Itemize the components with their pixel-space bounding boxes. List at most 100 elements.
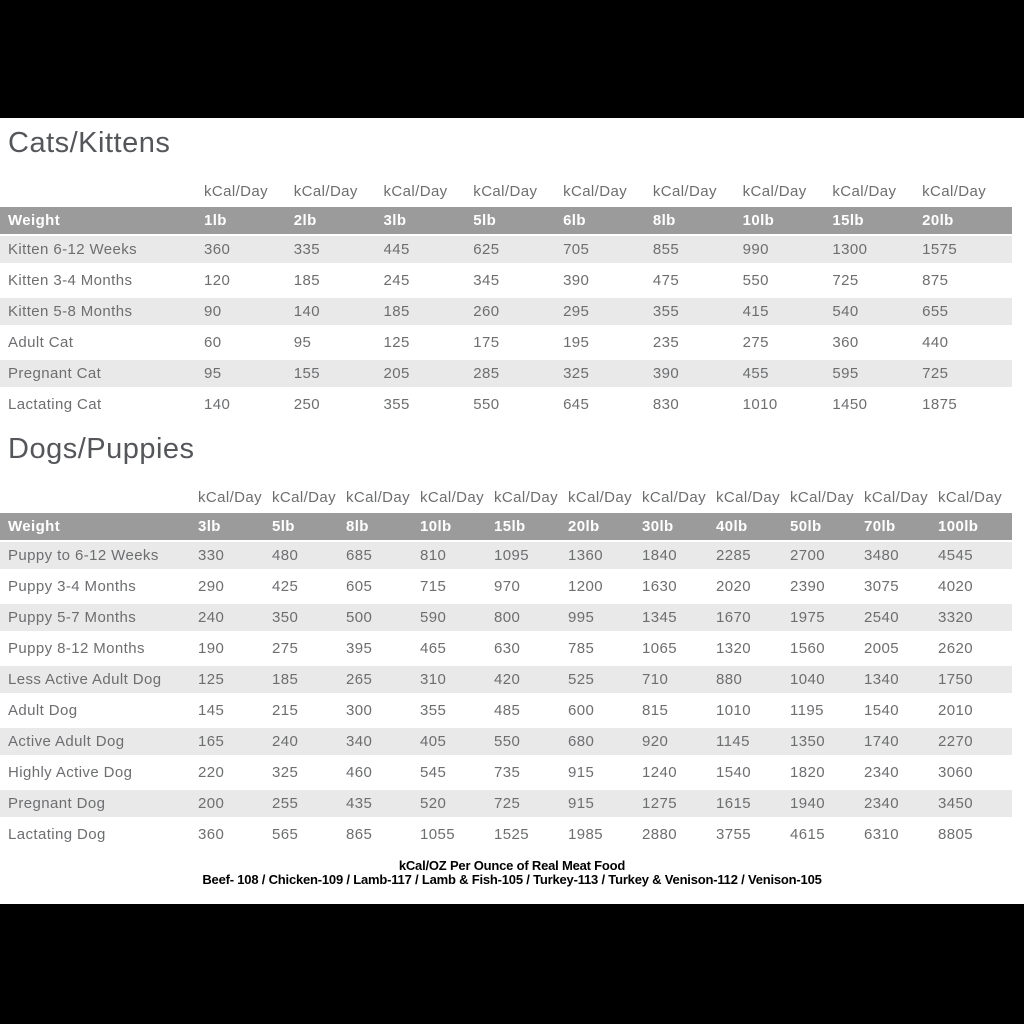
kcal-value-cell: 600: [568, 695, 642, 728]
feeding-guide-page: Cats/Kittens kCal/Day kCal/Day kCal/Day kCa…: [0, 118, 1024, 904]
kcal-value-cell: 1010: [716, 695, 790, 728]
kcal-value-cell: 355: [652, 296, 743, 329]
kcal-value-cell: 1840: [642, 541, 716, 573]
weight-column-header: 15lb: [494, 513, 568, 542]
kcal-value-cell: 120: [204, 265, 294, 298]
kcal-value-cell: 465: [420, 633, 494, 666]
kcal-value-cell: 550: [473, 389, 564, 422]
kcal-value-cell: 1740: [864, 726, 938, 759]
kcal-value-cell: 625: [473, 235, 564, 267]
kcal-value-cell: 1820: [790, 757, 864, 790]
kcal-value-cell: 1525: [494, 819, 568, 852]
kcal-value-cell: 800: [494, 602, 568, 635]
kcal-value-cell: 3755: [716, 819, 790, 852]
kcal-value-cell: 250: [293, 389, 384, 422]
kcal-value-cell: 875: [922, 265, 1012, 298]
row-label: Adult Cat: [0, 327, 204, 360]
kcal-per-day-header: kCal/Day: [922, 183, 987, 200]
footer-protein-kcal-list: Beef- 108 / Chicken-109 / Lamb-117 / Lam…: [202, 872, 822, 887]
kcal-per-day-header-row: kCal/Day kCal/Day kCal/Day kCal/Day kCal/Day…: [0, 180, 1012, 207]
table-row: Puppy to 6-12 Weeks 330 480 685 810 1095 1360 1…: [0, 541, 1012, 573]
kcal-value-cell: 140: [293, 296, 384, 329]
kcal-value-cell: 995: [568, 602, 642, 635]
kcal-value-cell: 445: [383, 235, 474, 267]
kcal-value-cell: 265: [346, 664, 420, 697]
weight-column-header: 1lb: [204, 207, 294, 236]
kcal-value-cell: 685: [346, 541, 420, 573]
kcal-value-cell: 165: [198, 726, 272, 759]
kcal-value-cell: 4615: [790, 819, 864, 852]
table-row: Pregnant Dog 200 255 435 520 725 915 1275 1615 19…: [0, 788, 1012, 821]
table-row: Lactating Dog 360 565 865 1055 1525 1985 2880 37…: [0, 819, 1012, 852]
kcal-value-cell: 235: [652, 327, 743, 360]
kcal-value-cell: 525: [568, 664, 642, 697]
kcal-value-cell: 95: [293, 327, 384, 360]
row-label: Lactating Dog: [0, 819, 198, 852]
row-label: Pregnant Cat: [0, 358, 204, 391]
kcal-value-cell: 1875: [922, 389, 1012, 422]
weight-column-header: 8lb: [346, 513, 420, 542]
kcal-header-spacer: [0, 486, 198, 513]
weight-header-row: Weight 3lb 5lb 8lb 10lb 15lb 20lb 30lb 40lb 50lb 7…: [0, 513, 1012, 542]
kcal-per-day-header: kCal/Day: [790, 489, 855, 506]
kcal-value-cell: 205: [383, 358, 474, 391]
kcal-value-cell: 355: [420, 695, 494, 728]
kcal-value-cell: 735: [494, 757, 568, 790]
kcal-value-cell: 815: [642, 695, 716, 728]
kcal-value-cell: 360: [204, 235, 294, 267]
cats-feeding-table: kCal/Day kCal/Day kCal/Day kCal/Day kCal/Day…: [0, 180, 1012, 422]
kcal-value-cell: 830: [652, 389, 743, 422]
row-label: Highly Active Dog: [0, 757, 198, 790]
table-row: Kitten 6-12 Weeks 360 335 445 625 705 855 990 13…: [0, 235, 1012, 267]
table-row: Adult Dog 145 215 300 355 485 600 815 1010 1195 15…: [0, 695, 1012, 728]
kcal-value-cell: 1200: [568, 571, 642, 604]
kcal-value-cell: 915: [568, 757, 642, 790]
kcal-value-cell: 2005: [864, 633, 938, 666]
kcal-value-cell: 1360: [568, 541, 642, 573]
kcal-value-cell: 2340: [864, 757, 938, 790]
weight-header-label: Weight: [0, 207, 204, 236]
kcal-value-cell: 1345: [642, 602, 716, 635]
row-label: Puppy 3-4 Months: [0, 571, 198, 604]
kcal-value-cell: 2620: [938, 633, 1012, 666]
weight-column-header: 3lb: [383, 207, 474, 236]
kcal-value-cell: 155: [293, 358, 384, 391]
kcal-value-cell: 240: [198, 602, 272, 635]
kcal-per-day-header: kCal/Day: [652, 183, 717, 200]
weight-column-header: 15lb: [832, 207, 923, 236]
kcal-header-spacer: [0, 180, 204, 207]
kcal-per-day-header: kCal/Day: [563, 183, 628, 200]
kcal-value-cell: 140: [204, 389, 294, 422]
kcal-value-cell: 3450: [938, 788, 1012, 821]
kcal-per-day-header: kCal/Day: [293, 183, 358, 200]
kcal-value-cell: 350: [272, 602, 346, 635]
table-row: Kitten 5-8 Months 90 140 185 260 295 355 415 540…: [0, 296, 1012, 329]
kcal-value-cell: 2540: [864, 602, 938, 635]
kcal-value-cell: 300: [346, 695, 420, 728]
kcal-value-cell: 6310: [864, 819, 938, 852]
footer-kcal-per-ounce: kCal/OZ Per Ounce of Real Meat Food: [398, 858, 626, 873]
kcal-value-cell: 1010: [742, 389, 833, 422]
kcal-value-cell: 340: [346, 726, 420, 759]
kcal-per-day-header: kCal/Day: [204, 183, 269, 200]
kcal-value-cell: 1575: [922, 235, 1012, 267]
kcal-value-cell: 200: [198, 788, 272, 821]
kcal-value-cell: 3480: [864, 541, 938, 573]
kcal-value-cell: 325: [272, 757, 346, 790]
kcal-value-cell: 60: [204, 327, 294, 360]
kcal-value-cell: 1195: [790, 695, 864, 728]
kcal-per-day-header: kCal/Day: [494, 489, 559, 506]
kcal-value-cell: 1240: [642, 757, 716, 790]
kcal-value-cell: 880: [716, 664, 790, 697]
kcal-value-cell: 725: [922, 358, 1012, 391]
weight-column-header: 50lb: [790, 513, 864, 542]
row-label: Kitten 5-8 Months: [0, 296, 204, 329]
table-row: Pregnant Cat 95 155 205 285 325 390 455 595 725: [0, 358, 1012, 391]
row-label: Adult Dog: [0, 695, 198, 728]
kcal-value-cell: 360: [198, 819, 272, 852]
kcal-value-cell: 1615: [716, 788, 790, 821]
kcal-value-cell: 645: [563, 389, 653, 422]
kcal-value-cell: 460: [346, 757, 420, 790]
kcal-value-cell: 725: [494, 788, 568, 821]
kcal-value-cell: 2340: [864, 788, 938, 821]
